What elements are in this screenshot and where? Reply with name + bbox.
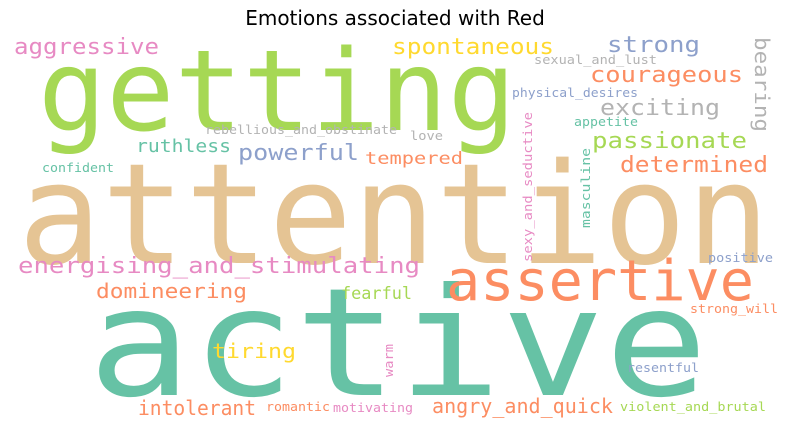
word-violent-and-brutal: violent_and_brutal <box>620 400 766 414</box>
word-masculine: masculine <box>579 148 593 228</box>
word-confident: confident <box>42 161 114 175</box>
word-strong-will: strong_will <box>690 302 778 316</box>
word-warm: warm <box>382 344 396 377</box>
word-motivating: motivating <box>333 401 413 415</box>
word-resentful: resentful <box>627 361 699 375</box>
word-fearful: fearful <box>341 284 412 304</box>
word-energising-and-stimulating: energising_and_stimulating <box>18 254 420 279</box>
word-assertive: assertive <box>446 249 754 314</box>
word-sexual-and-lust: sexual_and_lust <box>534 53 657 67</box>
word-physical-desires: physical_desires <box>512 86 638 100</box>
word-attention: attention <box>18 134 770 297</box>
word-spontaneous: spontaneous <box>392 35 554 60</box>
word-active: active <box>88 257 708 429</box>
word-passionate: passionate <box>592 129 747 154</box>
word-tempered: tempered <box>365 149 463 169</box>
word-sexy-and-seductive: sexy_and_seductive <box>521 112 535 262</box>
chart-title: Emotions associated with Red <box>245 6 545 30</box>
word-appetite: appetite <box>574 115 638 129</box>
word-exciting: exciting <box>600 96 720 121</box>
word-angry-and-quick: angry_and_quick <box>432 394 613 418</box>
word-strong: strong <box>607 33 700 58</box>
word-powerful: powerful <box>238 141 359 166</box>
word-rebellious-and-obstinate: rebellious_and_obstinate <box>205 123 397 137</box>
word-aggressive: aggressive <box>14 35 159 60</box>
word-positive: positive <box>708 251 773 265</box>
word-domineering: domineering <box>96 279 247 303</box>
word-romantic: romantic <box>266 400 330 414</box>
word-love: love <box>410 129 443 143</box>
word-bearing: bearing <box>750 37 774 132</box>
word-getting: getting <box>38 27 516 157</box>
word-ruthless: ruthless <box>136 136 231 157</box>
word-intolerant: intolerant <box>138 396 256 420</box>
word-courageous: courageous <box>590 63 743 88</box>
word-tiring: tiring <box>212 339 296 363</box>
word-determined: determined <box>620 153 768 178</box>
